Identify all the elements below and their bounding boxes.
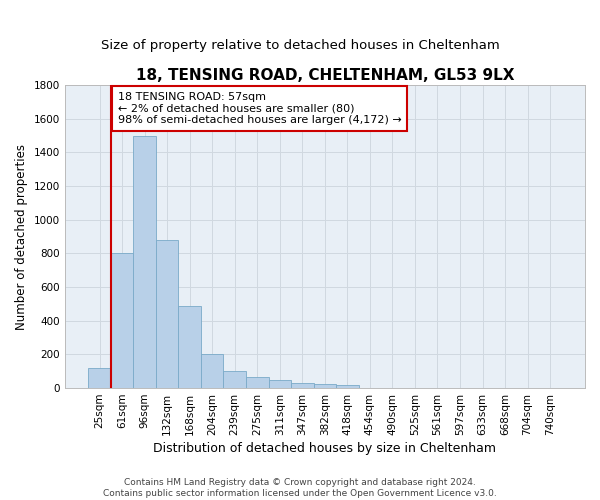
X-axis label: Distribution of detached houses by size in Cheltenham: Distribution of detached houses by size …: [154, 442, 496, 455]
Bar: [314, 384, 336, 388]
Bar: [178, 306, 201, 388]
Bar: [246, 377, 269, 388]
Bar: [111, 254, 133, 388]
Bar: [223, 371, 246, 388]
Text: Contains HM Land Registry data © Crown copyright and database right 2024.
Contai: Contains HM Land Registry data © Crown c…: [103, 478, 497, 498]
Bar: [133, 136, 156, 388]
Text: Size of property relative to detached houses in Cheltenham: Size of property relative to detached ho…: [101, 40, 499, 52]
Y-axis label: Number of detached properties: Number of detached properties: [15, 144, 28, 330]
Bar: [336, 384, 359, 388]
Bar: [156, 240, 178, 388]
Text: 18 TENSING ROAD: 57sqm
← 2% of detached houses are smaller (80)
98% of semi-deta: 18 TENSING ROAD: 57sqm ← 2% of detached …: [118, 92, 401, 125]
Bar: [291, 383, 314, 388]
Bar: [269, 380, 291, 388]
Bar: [88, 368, 111, 388]
Title: 18, TENSING ROAD, CHELTENHAM, GL53 9LX: 18, TENSING ROAD, CHELTENHAM, GL53 9LX: [136, 68, 514, 82]
Bar: [201, 354, 223, 388]
